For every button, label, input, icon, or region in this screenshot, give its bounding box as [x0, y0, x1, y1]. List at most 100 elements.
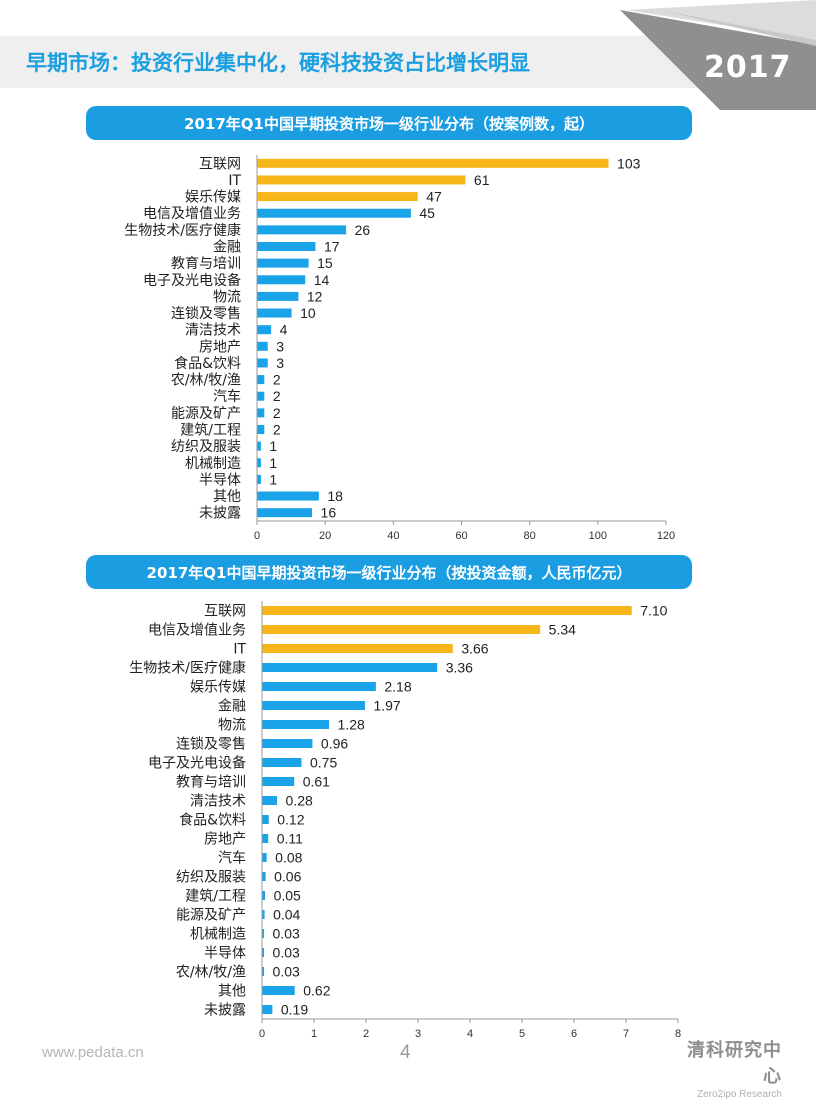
brand-name: 清科研究中心 — [687, 1040, 782, 1087]
value-label: 0.96 — [321, 736, 348, 752]
category-label: 娱乐传媒 — [190, 680, 246, 696]
category-label: 金融 — [218, 699, 246, 715]
bar — [257, 474, 261, 484]
category-label: IT — [228, 173, 241, 189]
category-label: 农/林/牧/渔 — [171, 373, 241, 389]
bar — [257, 441, 261, 451]
value-label: 3 — [276, 338, 284, 354]
value-label: 1 — [269, 471, 277, 487]
category-label: 物流 — [213, 289, 241, 305]
x-tick-label: 20 — [319, 530, 331, 542]
category-label: 其他 — [218, 984, 246, 1000]
value-label: 0.03 — [273, 926, 300, 942]
bar — [262, 1005, 273, 1014]
value-label: 16 — [321, 505, 337, 521]
bar — [262, 853, 267, 862]
category-label: 清洁技术 — [185, 323, 241, 339]
bar — [262, 606, 632, 615]
value-label: 0.06 — [274, 869, 301, 885]
category-label: 未披露 — [199, 506, 241, 522]
category-label: 其他 — [213, 489, 241, 505]
value-label: 1.97 — [373, 698, 400, 714]
bar — [257, 225, 347, 235]
value-label: 0.62 — [303, 983, 330, 999]
value-label: 4 — [280, 322, 288, 338]
bar — [257, 458, 261, 468]
category-label: IT — [233, 642, 246, 658]
bar — [262, 701, 365, 710]
bar — [257, 408, 265, 418]
x-tick-label: 40 — [387, 530, 399, 542]
bar — [257, 291, 299, 301]
category-label: 食品&饮料 — [179, 812, 246, 829]
brand-subtitle: Zero2ipo Research — [696, 1089, 782, 1100]
category-label: 电信及增值业务 — [143, 206, 241, 222]
category-label: 房地产 — [199, 339, 241, 355]
value-label: 17 — [324, 239, 340, 255]
value-label: 10 — [300, 305, 316, 321]
category-label: 教育与培训 — [176, 775, 246, 791]
category-label: 互联网 — [199, 156, 241, 172]
value-label: 2.18 — [384, 679, 411, 695]
bar — [257, 258, 309, 268]
category-label: 机械制造 — [185, 456, 241, 472]
bar — [262, 986, 295, 995]
value-label: 2 — [273, 422, 281, 438]
chart2-title: 2017年Q1中国早期投资市场一级行业分布（按投资金额，人民币亿元） — [86, 555, 692, 589]
category-label: 半导体 — [204, 946, 246, 962]
bar — [262, 625, 541, 634]
value-label: 12 — [307, 288, 323, 304]
value-label: 0.08 — [275, 850, 302, 866]
x-tick-label: 8 — [675, 1028, 681, 1040]
category-label: 建筑/工程 — [185, 889, 246, 905]
value-label: 5.34 — [549, 622, 576, 638]
bar — [262, 720, 330, 729]
bar — [262, 663, 438, 672]
value-label: 2 — [273, 405, 281, 421]
value-label: 2 — [273, 388, 281, 404]
category-label: 电信及增值业务 — [148, 623, 246, 639]
value-label: 0.04 — [273, 907, 300, 923]
value-label: 0.12 — [277, 812, 304, 828]
value-label: 1.28 — [338, 717, 365, 733]
year-badge: 2017 — [704, 50, 792, 85]
bar — [257, 341, 268, 351]
value-label: 0.19 — [281, 1002, 308, 1018]
category-label: 生物技术/医疗健康 — [129, 660, 246, 677]
value-label: 1 — [269, 455, 277, 471]
value-label: 0.03 — [273, 964, 300, 980]
value-label: 0.11 — [277, 831, 303, 847]
value-label: 3 — [276, 355, 284, 371]
value-label: 3.66 — [461, 641, 488, 657]
x-tick-label: 6 — [571, 1028, 577, 1040]
footer-url[interactable]: www.pedata.cn — [42, 1044, 144, 1061]
value-label: 2 — [273, 372, 281, 388]
x-tick-label: 7 — [623, 1028, 629, 1040]
category-label: 清洁技术 — [190, 794, 246, 810]
value-label: 45 — [419, 205, 435, 221]
value-label: 61 — [474, 172, 490, 188]
bar — [262, 739, 313, 748]
category-label: 汽车 — [213, 388, 241, 405]
bar — [257, 375, 265, 385]
category-label: 房地产 — [204, 832, 246, 848]
category-label: 汽车 — [218, 850, 246, 867]
category-label: 农/林/牧/渔 — [176, 965, 246, 981]
x-tick-label: 60 — [455, 530, 467, 542]
corner-decoration — [620, 0, 816, 110]
category-label: 金融 — [213, 240, 241, 256]
bar — [257, 275, 306, 285]
category-label: 互联网 — [204, 604, 246, 620]
bar — [262, 796, 278, 805]
category-label: 电子及光电设备 — [148, 755, 246, 772]
value-label: 0.28 — [286, 793, 313, 809]
brand-logo: 清科研究中心 Zero2ipo Research — [672, 1036, 782, 1100]
category-label: 能源及矿产 — [171, 406, 241, 422]
bar — [257, 358, 268, 368]
bar — [257, 508, 313, 518]
x-tick-label: 4 — [467, 1028, 473, 1040]
category-label: 建筑/工程 — [180, 423, 241, 439]
x-tick-label: 0 — [259, 1028, 265, 1040]
bar — [257, 391, 265, 401]
